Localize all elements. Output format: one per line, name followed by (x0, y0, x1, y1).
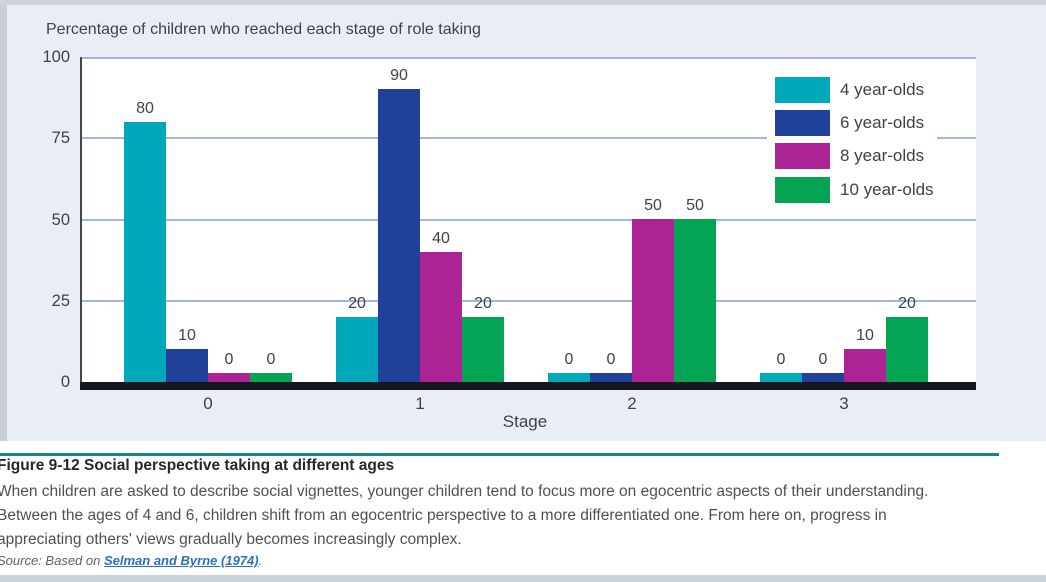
bar-value-label: 0 (564, 351, 574, 368)
bar-value-label: 20 (348, 295, 366, 312)
bar-value-label: 90 (390, 67, 408, 84)
bar-10-year-olds-stage-3 (886, 317, 928, 388)
bar-value-label: 80 (136, 100, 154, 117)
y-axis-line (80, 57, 82, 382)
bar-value-label: 0 (606, 351, 616, 368)
bar-value-label: 10 (178, 327, 196, 344)
source-note: Source: Based on Selman and Byrne (1974)… (0, 553, 1017, 568)
legend-swatch-8-year-olds (775, 143, 830, 169)
x-axis-title: Stage (502, 412, 548, 431)
gridline-25 (82, 300, 976, 302)
y-axis-tick-label: 0 (60, 373, 70, 391)
caption-area: Figure 9-12 Social perspective taking at… (0, 441, 1046, 575)
bar-8-year-olds-stage-3 (844, 349, 886, 388)
legend: 4 year-olds 6 year-olds 8 year-olds 10 year… (767, 68, 937, 210)
bar-6-year-olds-stage-1 (378, 89, 420, 388)
x-axis-tick-label: 3 (839, 394, 849, 413)
page-frame-top (0, 0, 1046, 5)
bar-10-year-olds-stage-1 (462, 317, 504, 388)
figure-caption-title: Figure 9-12 Social perspective taking at… (0, 457, 395, 474)
bar-8-year-olds-stage-1 (420, 252, 462, 388)
source-link[interactable]: Selman and Byrne (1974) (103, 553, 259, 568)
y-axis-tick-label: 75 (51, 129, 70, 147)
gridline-50 (82, 219, 976, 221)
x-axis-tick-label: 1 (415, 394, 425, 413)
y-axis-tick-label: 100 (42, 48, 70, 66)
x-axis-tick-label: 0 (203, 394, 213, 413)
page-frame-bottom (0, 575, 1046, 582)
y-axis-tick-label: 50 (51, 211, 70, 229)
figure-caption-text-line: appreciating others' views gradually bec… (0, 531, 462, 548)
source-suffix: . (258, 553, 263, 568)
bar-10-year-olds-stage-2 (674, 219, 716, 388)
bar-value-label: 50 (686, 197, 704, 214)
figure-caption-text-line: When children are asked to describe soci… (0, 483, 929, 500)
page-frame-left (0, 5, 7, 441)
legend-swatch-4-year-olds (775, 77, 830, 103)
legend-label: 8 year-olds (840, 146, 925, 165)
x-axis-tick-label: 2 (627, 394, 637, 413)
chart-panel: Percentage of children who reached each … (7, 5, 1046, 441)
bar-6-year-olds-stage-0 (166, 349, 208, 388)
bar-value-label: 0 (266, 351, 276, 368)
legend-swatch-10-year-olds (775, 177, 830, 203)
y-axis-tick-label: 25 (51, 292, 70, 310)
legend-label: 10 year-olds (840, 180, 934, 199)
bar-4-year-olds-stage-0 (124, 122, 166, 388)
bar-value-label: 20 (474, 295, 492, 312)
caption-separator (0, 453, 999, 456)
bar-value-label: 0 (818, 351, 828, 368)
chart-title: Percentage of children who reached each … (46, 21, 481, 38)
bar-value-label: 0 (776, 351, 786, 368)
legend-label: 4 year-olds (840, 80, 925, 99)
bar-value-label: 50 (644, 197, 662, 214)
bar-value-label: 40 (432, 230, 450, 247)
bar-8-year-olds-stage-2 (632, 219, 674, 388)
bar-value-label: 10 (856, 327, 874, 344)
gridline-75 (82, 137, 976, 139)
source-prefix: Source: Based on (0, 553, 104, 568)
x-axis-line (80, 382, 976, 390)
gridline-100 (82, 57, 976, 59)
bar-value-label: 20 (898, 295, 916, 312)
legend-swatch-6-year-olds (775, 110, 830, 136)
bar-4-year-olds-stage-1 (336, 317, 378, 388)
bar-value-label: 0 (224, 351, 234, 368)
figure-caption-text-line: Between the ages of 4 and 6, children sh… (0, 507, 887, 524)
legend-label: 6 year-olds (840, 113, 925, 132)
